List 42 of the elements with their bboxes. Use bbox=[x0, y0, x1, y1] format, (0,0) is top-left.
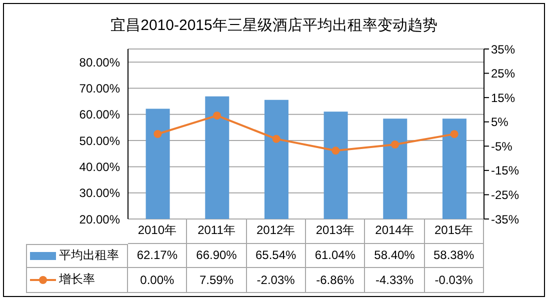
point bbox=[332, 146, 340, 155]
x-tick-label: 2011年 bbox=[187, 219, 247, 244]
point bbox=[391, 140, 399, 149]
y-tick-label: 40.00% bbox=[79, 160, 120, 174]
data-label: 66.90% bbox=[187, 244, 247, 268]
legend-label: 增长率 bbox=[59, 271, 95, 288]
y-tick-label: 70.00% bbox=[79, 81, 120, 96]
y2-tick-label: 25% bbox=[491, 66, 516, 81]
y2-tick-label: 15% bbox=[491, 90, 516, 105]
data-label: 0.00% bbox=[128, 268, 188, 292]
data-label: 58.40% bbox=[365, 244, 425, 268]
x-tick-label: 2014年 bbox=[365, 219, 425, 244]
y-tick-label: 60.00% bbox=[79, 108, 120, 122]
data-label: -4.33% bbox=[365, 268, 425, 292]
point bbox=[272, 134, 280, 143]
y-tick-label: 50.00% bbox=[79, 134, 120, 148]
y2-tick-label: -5% bbox=[491, 139, 513, 154]
data-label: -0.03% bbox=[424, 268, 484, 292]
point bbox=[450, 130, 458, 138]
y2-tick-label: 35% bbox=[491, 42, 516, 56]
data-label: -2.03% bbox=[246, 268, 306, 292]
x-tick-label: 2010年 bbox=[128, 219, 188, 244]
data-label: -6.86% bbox=[306, 268, 366, 292]
point bbox=[213, 112, 221, 120]
legend-label: 平均出租率 bbox=[59, 247, 119, 264]
y2-tick-label: -25% bbox=[491, 188, 520, 202]
data-label: 65.54% bbox=[246, 244, 306, 268]
x-tick-label: 2012年 bbox=[246, 219, 306, 244]
x-tick-label: 2013年 bbox=[306, 219, 366, 244]
chart-title: 宜昌2010-2015年三星级酒店平均出租率变动趋势 bbox=[110, 16, 438, 35]
data-label: 58.38% bbox=[424, 244, 484, 268]
data-label: 61.04% bbox=[306, 244, 366, 268]
y-tick-label: 20.00% bbox=[79, 212, 120, 226]
data-label: 62.17% bbox=[128, 244, 188, 268]
y2-tick-label: 5% bbox=[491, 115, 509, 130]
y-tick-label: 80.00% bbox=[79, 55, 120, 70]
y-tick-label: 30.00% bbox=[79, 186, 120, 200]
y2-tick-label: -35% bbox=[491, 212, 520, 226]
x-tick-label: 2015年 bbox=[424, 219, 484, 244]
data-label: 7.59% bbox=[187, 268, 247, 292]
y2-tick-label: -15% bbox=[491, 164, 520, 178]
point bbox=[154, 130, 162, 138]
